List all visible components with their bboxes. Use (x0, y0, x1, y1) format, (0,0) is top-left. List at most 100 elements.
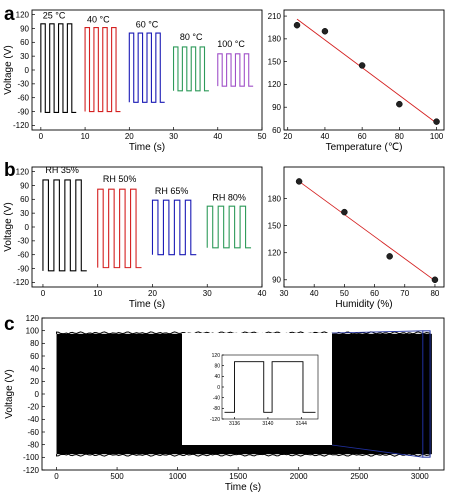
y-tick-label: 60 (20, 195, 29, 204)
y-tick-label: 40 (214, 374, 220, 380)
data-point (433, 118, 440, 125)
x-tick-label: 3144 (296, 421, 307, 427)
y-tick-label: 120 (268, 80, 282, 89)
inset-signal-line (224, 361, 316, 413)
x-tick-label: 40 (320, 132, 329, 141)
y-tick-label: 90 (272, 103, 281, 112)
plot-frame (31, 166, 263, 288)
x-axis-label: Temperature (℃) (326, 142, 403, 153)
y-tick-label: 90 (20, 181, 29, 190)
series-line (42, 179, 87, 272)
data-point (321, 28, 329, 35)
x-tick-label: 1500 (229, 472, 247, 481)
y-tick-label: 150 (268, 221, 282, 230)
y-tick-label: -100 (23, 453, 40, 462)
x-tick-label: 30 (280, 289, 289, 298)
series-line (206, 205, 252, 249)
series-label: RH 65% (155, 186, 189, 196)
signal-band-top-edge (56, 331, 431, 335)
x-tick-label: 80 (430, 289, 439, 298)
y-tick-label: 30 (20, 209, 29, 218)
x-axis-label: Time (s) (225, 482, 261, 493)
x-axis-label: Time (s) (129, 142, 165, 153)
series-label: RH 35% (45, 165, 79, 175)
series-line (172, 46, 209, 92)
y-tick-label: -120 (13, 278, 30, 287)
y-tick-label: -120 (210, 417, 220, 423)
x-tick-label: 0 (39, 132, 44, 141)
plot-frame (283, 9, 445, 131)
y-tick-label: -60 (17, 250, 29, 259)
data-point (293, 21, 301, 29)
x-tick-label: 3140 (262, 421, 273, 427)
x-tick-label: 50 (340, 289, 349, 298)
y-tick-label: -90 (17, 264, 29, 273)
series-label: 80 °C (180, 32, 203, 42)
series-label: 60 °C (136, 20, 159, 30)
x-tick-label: 1000 (169, 472, 187, 481)
y-tick-label: -60 (17, 93, 29, 102)
x-tick-label: 40 (213, 132, 222, 141)
y-tick-label: 120 (212, 353, 221, 359)
series-label: 25 °C (43, 10, 66, 20)
zoom-connector-top (331, 330, 423, 334)
data-point (358, 62, 366, 69)
x-tick-label: 0 (54, 472, 59, 481)
series-line (217, 53, 254, 87)
fit-line (298, 181, 436, 282)
x-tick-label: 30 (203, 289, 212, 298)
zoom-box (422, 330, 431, 458)
y-tick-label: 120 (16, 167, 30, 176)
y-tick-label: 40 (30, 364, 39, 373)
chart-c-inset: 3136 3140 3144 -120 -80 -40 0 40 80 120 (210, 353, 319, 427)
x-tick-label: 100 (430, 132, 444, 141)
x-tick-label: 20 (125, 132, 134, 141)
x-tick-label: 40 (258, 289, 267, 298)
y-axis-label: Voltage (V) (3, 45, 14, 94)
data-point (396, 100, 403, 108)
x-tick-label: 500 (110, 472, 124, 481)
y-axis-label: Voltage (V) (4, 369, 15, 418)
panel-letter-c: c (4, 314, 15, 335)
y-tick-label: -120 (23, 466, 40, 475)
y-tick-label: 100 (26, 326, 40, 335)
x-tick-label: 20 (148, 289, 157, 298)
series-label: RH 80% (212, 193, 246, 203)
y-tick-label: -90 (17, 107, 29, 116)
y-tick-label: 120 (268, 249, 282, 258)
series-line (84, 26, 121, 113)
series-line (128, 32, 165, 103)
series-label: 40 °C (87, 14, 110, 24)
x-tick-label: 3000 (411, 472, 429, 481)
y-tick-label: 180 (268, 194, 282, 203)
series-label: 100 °C (217, 39, 245, 49)
y-tick-label: -60 (27, 428, 39, 437)
y-tick-label: 20 (30, 377, 39, 386)
x-tick-label: 80 (395, 132, 404, 141)
y-tick-label: 0 (25, 66, 30, 75)
x-tick-label: 2000 (290, 472, 308, 481)
y-tick-label: -80 (213, 406, 220, 412)
x-tick-label: 30 (169, 132, 178, 141)
y-tick-label: 120 (16, 10, 30, 19)
y-tick-label: 90 (272, 276, 281, 285)
y-tick-label: 0 (35, 390, 40, 399)
y-tick-label: 30 (20, 52, 29, 61)
x-axis-label: Humidity (%) (335, 299, 392, 310)
y-tick-label: -80 (27, 440, 39, 449)
series-line (97, 188, 142, 269)
y-tick-label: 60 (20, 38, 29, 47)
chart-c-main: 0 500 1000 1500 2000 2500 3000-120-100-80-60-4… (4, 314, 445, 493)
series-line (40, 23, 77, 114)
x-tick-label: 50 (258, 132, 267, 141)
y-tick-label: 80 (214, 363, 220, 369)
series-label: RH 50% (103, 174, 137, 184)
panel-letter-b: b (4, 160, 16, 181)
x-tick-label: 3136 (229, 421, 240, 427)
x-tick-label: 60 (370, 289, 379, 298)
x-tick-label: 10 (81, 132, 90, 141)
y-tick-label: -40 (27, 415, 39, 424)
y-tick-label: -120 (13, 121, 30, 130)
x-tick-label: 40 (310, 289, 319, 298)
y-tick-label: -30 (17, 80, 29, 89)
